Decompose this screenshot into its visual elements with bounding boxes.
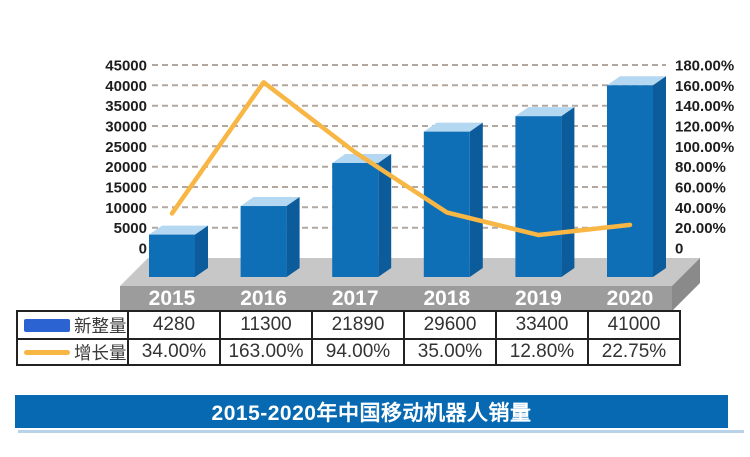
category-labels: 2015 2016 2017 2018 2019 2020 <box>149 287 654 310</box>
percent-axis-tick: 0 <box>675 241 683 258</box>
percent-axis-tick: 40.00% <box>675 200 726 217</box>
bar-side-face <box>286 197 300 277</box>
y-axis-tick: 20000 <box>105 159 147 176</box>
table-cell-growth-2015: 34.00% <box>127 338 219 364</box>
table-cell-bar-2017: 21890 <box>311 312 403 338</box>
table-cell-bar-2016: 11300 <box>219 312 311 338</box>
bar-front-face <box>607 85 653 277</box>
bar-front-face <box>332 162 379 277</box>
percent-axis-tick: 60.00% <box>675 180 726 197</box>
bar-side-face <box>561 107 575 277</box>
table-cell-growth-2017: 94.00% <box>311 338 403 364</box>
data-table: 新整量 4280 11300 21890 29600 33400 41000 增… <box>16 310 681 366</box>
category-label: 2017 <box>332 287 379 310</box>
table-cell-bar-2018: 29600 <box>403 312 495 338</box>
table-cell-growth-2020: 22.75% <box>587 338 679 364</box>
y-axis-tick: 10000 <box>105 200 147 217</box>
legend-cell-bar: 新整量 <box>18 312 127 338</box>
bar-front-face <box>149 234 195 277</box>
bar-series-swatch <box>24 318 70 332</box>
percent-axis-tick: 140.00% <box>675 98 734 115</box>
percent-axis-tick: 20.00% <box>675 220 726 237</box>
table-cell-bar-2015: 4280 <box>127 312 219 338</box>
percent-axis-tick: 160.00% <box>675 78 734 95</box>
y-axis-tick: 40000 <box>105 78 147 95</box>
bar-2016 <box>240 197 300 277</box>
bar-top-face <box>240 197 300 207</box>
line-series-label: 增长量 <box>74 342 127 363</box>
banner-underline <box>18 430 744 433</box>
line-series-swatch <box>24 349 70 355</box>
chart-title: 2015-2020年中国移动机器人销量 <box>211 401 532 425</box>
bar-front-face <box>240 206 287 277</box>
bar-front-face <box>515 116 562 277</box>
category-label: 2018 <box>423 287 470 310</box>
category-label: 2019 <box>515 287 562 310</box>
left-axis-labels: 45000 40000 35000 30000 25000 20000 15000 10000… <box>105 58 147 258</box>
bar-top-face <box>607 76 666 86</box>
table-cell-growth-2018: 35.00% <box>403 338 495 364</box>
bar-top-face <box>423 122 483 132</box>
bar-2020 <box>607 76 666 277</box>
category-label: 2016 <box>240 287 287 310</box>
bar-2018 <box>423 122 483 278</box>
percent-axis-tick: 80.00% <box>675 159 726 176</box>
bar-top-face <box>515 107 575 117</box>
y-axis-tick: 30000 <box>105 119 147 136</box>
table-cell-bar-2019: 33400 <box>495 312 587 338</box>
bar-top-face <box>149 225 208 235</box>
title-banner: 2015-2020年中国移动机器人销量 <box>15 395 728 428</box>
growth-line <box>169 80 633 238</box>
bar-series-label: 新整量 <box>74 315 127 336</box>
bar-side-face <box>378 153 392 277</box>
bar-side-face <box>653 76 666 277</box>
bar-2017 <box>332 153 392 277</box>
percent-axis-tick: 100.00% <box>675 139 734 156</box>
gridlines <box>152 64 666 229</box>
y-axis-tick: 25000 <box>105 139 147 156</box>
y-axis-tick: 15000 <box>105 180 147 197</box>
y-axis-tick: 35000 <box>105 98 147 115</box>
bar-side-face <box>469 122 483 278</box>
bar-side-face <box>195 225 208 277</box>
table-cell-growth-2019: 12.80% <box>495 338 587 364</box>
y-axis-tick: 5000 <box>114 220 147 237</box>
table-cell-growth-2016: 163.00% <box>219 338 311 364</box>
y-axis-tick: 45000 <box>105 58 147 75</box>
percent-axis-tick: 180.00% <box>675 58 734 75</box>
bar-2015 <box>149 225 208 277</box>
y-axis-tick: 0 <box>139 241 147 258</box>
percent-axis-tick: 120.00% <box>675 119 734 136</box>
table-cell-bar-2020: 41000 <box>587 312 679 338</box>
category-label: 2020 <box>607 287 654 310</box>
category-label: 2015 <box>149 287 196 310</box>
bar-2019 <box>515 107 575 277</box>
right-axis-labels: 180.00% 160.00% 140.00% 120.00% 100.00% 80.00… <box>675 58 734 258</box>
legend-cell-line: 增长量 <box>18 338 127 364</box>
